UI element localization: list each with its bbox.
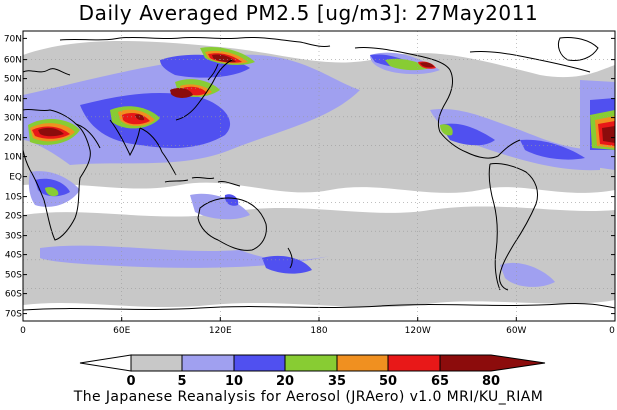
colorbar-tick-label: 80: [482, 374, 500, 389]
lon-label: 0: [20, 326, 26, 336]
lon-label: 0: [609, 326, 615, 336]
lon-label: 120W: [405, 326, 431, 336]
colorbar: [79, 354, 546, 372]
colorbar-tick-label: 65: [431, 374, 449, 389]
lat-label: 50N: [4, 75, 22, 85]
footer-credit: The Japanese Reanalysis for Aerosol (JRA…: [73, 389, 544, 405]
colorbar-segment: [284, 354, 338, 372]
lat-labels: 70N 60N 50N 40N 30N 20N 10N EQ 10S 20S 3…: [4, 35, 22, 320]
colorbar-tick-label: 10: [225, 374, 243, 389]
colorbar-tick-label: 35: [328, 374, 346, 389]
colorbar-tick-label: 50: [379, 374, 397, 389]
colorbar-segment: [439, 354, 546, 372]
lon-label: 60E: [113, 326, 130, 336]
lat-label: 70S: [5, 310, 22, 320]
grid-lines: [23, 31, 615, 321]
coastlines: [23, 36, 615, 311]
colorbar-labels: 0 5 10 20 35 50 65 80: [126, 374, 500, 389]
lat-label: 20S: [5, 212, 22, 222]
colorbar-tick-label: 5: [177, 374, 186, 389]
lon-label: 180: [310, 326, 327, 336]
colorbar-tick-label: 20: [276, 374, 294, 389]
colorbar-segment: [181, 354, 235, 372]
lat-label: 10S: [5, 193, 22, 203]
lat-label: 30N: [4, 114, 22, 124]
lon-labels: 0 60E 120E 180 120W 60W 0: [20, 326, 615, 336]
colorbar-tick-label: 0: [126, 374, 135, 389]
lon-label: 60W: [506, 326, 526, 336]
lon-label: 120E: [209, 326, 232, 336]
lat-label: 40S: [5, 251, 22, 261]
lat-label: 20N: [4, 134, 22, 144]
band-over-80: [38, 54, 615, 143]
lat-label: 50S: [5, 271, 22, 281]
lat-label: 60S: [5, 290, 22, 300]
colorbar-segment: [336, 354, 389, 372]
colorbar-segment: [233, 354, 286, 372]
lat-label: 30S: [5, 232, 22, 242]
lat-ticks: [23, 37, 615, 315]
colorbar-segment: [130, 354, 183, 372]
lat-label: 40N: [4, 95, 22, 105]
colorbar-segment: [387, 354, 441, 372]
lon-ticks: [121, 317, 517, 321]
colorbar-segment: [79, 354, 132, 372]
lat-label: 10N: [4, 153, 22, 163]
lat-label: EQ: [9, 173, 22, 183]
lat-label: 60N: [4, 56, 22, 66]
lat-label: 70N: [4, 35, 22, 45]
map-title: Daily Averaged PM2.5 [ug/m3]: 27May2011: [78, 1, 539, 25]
